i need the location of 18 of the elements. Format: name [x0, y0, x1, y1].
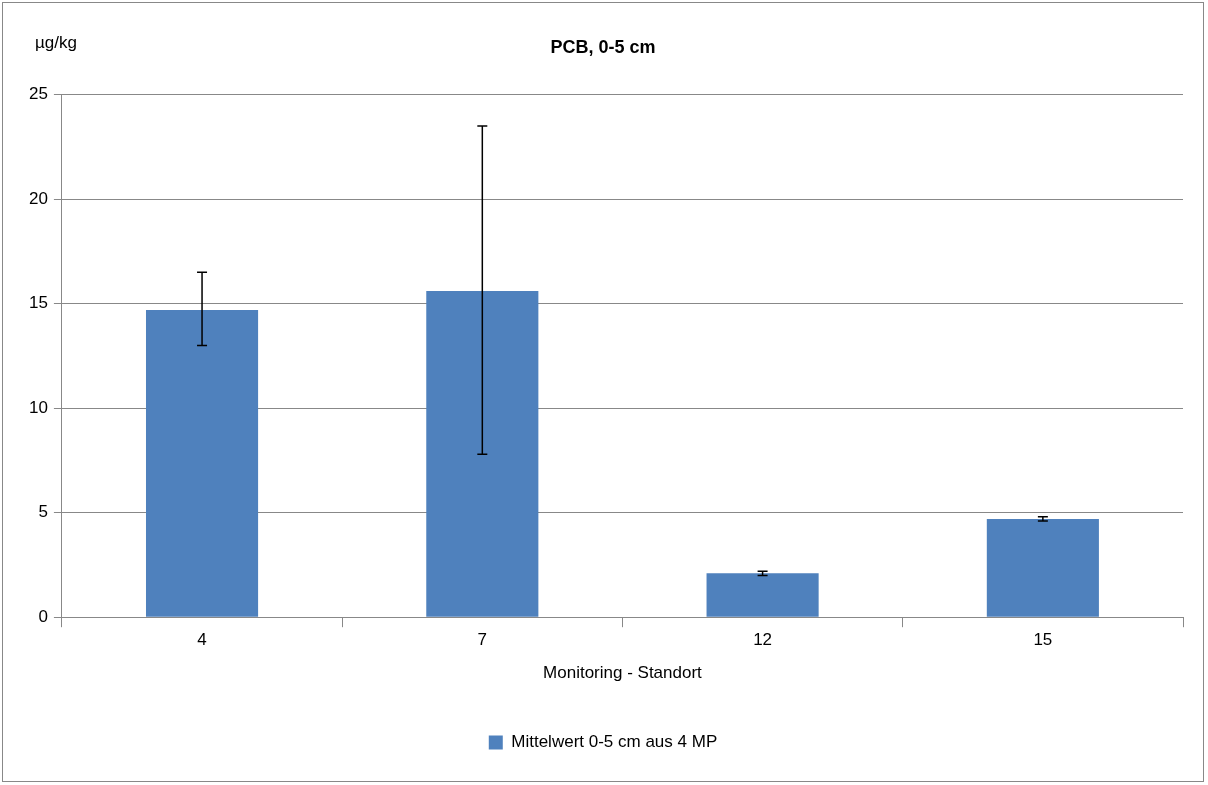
x-tick-label: 7	[477, 630, 488, 650]
x-tick-label: 15	[1033, 630, 1053, 650]
x-tick-label: 12	[753, 630, 773, 650]
y-tick-label: 5	[38, 502, 48, 522]
bar	[145, 309, 259, 617]
y-tick-label: 10	[28, 397, 48, 417]
legend-label: Mittelwert 0-5 cm aus 4 MP	[511, 732, 718, 752]
bar	[986, 518, 1099, 617]
x-tick-label: 4	[197, 630, 207, 650]
y-tick-label: 25	[28, 84, 48, 104]
y-tick-label: 15	[28, 293, 48, 313]
bar	[426, 291, 539, 617]
chart-title: PCB, 0-5 cm	[550, 36, 656, 57]
x-axis-title: Monitoring - Standort	[543, 663, 703, 683]
y-tick-label: 20	[28, 188, 48, 208]
y-axis-title: µg/kg	[35, 32, 77, 52]
bar	[706, 573, 819, 617]
y-tick-label: 0	[38, 606, 48, 626]
